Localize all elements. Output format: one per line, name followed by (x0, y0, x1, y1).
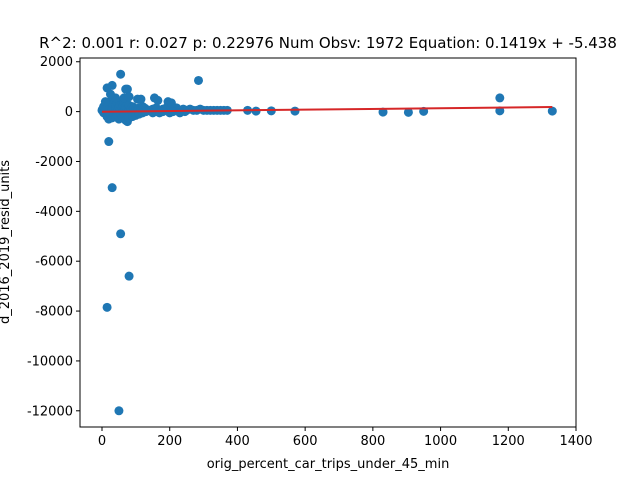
fit-line (101, 106, 553, 113)
data-point (100, 97, 110, 107)
x-tick-label: 1200 (492, 434, 525, 449)
y-tick-label: -10000 (27, 354, 73, 369)
data-point (107, 80, 117, 90)
data-point (166, 98, 176, 108)
data-point (290, 106, 300, 116)
x-tick-label: 1000 (424, 434, 457, 449)
data-point (107, 183, 117, 193)
x-tick-label: 1400 (559, 434, 592, 449)
y-tick-label: -6000 (35, 255, 73, 270)
data-point (378, 107, 388, 117)
data-point (124, 92, 134, 102)
y-tick-label: 0 (65, 105, 73, 120)
y-tick-label: 2000 (40, 55, 73, 70)
x-tick-label: 400 (225, 434, 250, 449)
y-tick-label: -2000 (35, 155, 73, 170)
data-point (102, 302, 112, 312)
x-tick-label: 200 (157, 434, 182, 449)
x-tick-label: 600 (293, 434, 318, 449)
regression-fit (101, 106, 553, 113)
x-tick-label: 800 (360, 434, 385, 449)
plot-frame (79, 57, 577, 428)
y-tick-label: -4000 (35, 205, 73, 220)
y-axis: 2000 0 -2000 -4000 -6000 -8000 -10000 -12000 (27, 55, 80, 419)
data-point (153, 95, 163, 105)
chart-title: R^2: 0.001 r: 0.027 p: 0.22976 Num Obsv:… (39, 34, 617, 52)
data-point (114, 406, 124, 416)
y-tick-label: -12000 (27, 404, 73, 419)
data-point (124, 271, 134, 281)
data-point (104, 137, 114, 147)
y-tick-label: -8000 (35, 305, 73, 320)
data-point (403, 107, 413, 117)
y-axis-label: d_2016_2019_resid_units (0, 160, 13, 324)
x-axis-label: orig_percent_car_trips_under_45_min (207, 457, 450, 472)
data-point (136, 94, 146, 104)
data-point (122, 84, 132, 94)
x-tick-label: 0 (98, 434, 106, 449)
data-point (547, 106, 557, 116)
x-axis: 0 200 400 600 800 1000 1200 1400 (98, 427, 593, 449)
data-point (116, 229, 126, 239)
data-point (116, 69, 126, 79)
data-point (495, 93, 505, 103)
data-point (193, 75, 203, 85)
